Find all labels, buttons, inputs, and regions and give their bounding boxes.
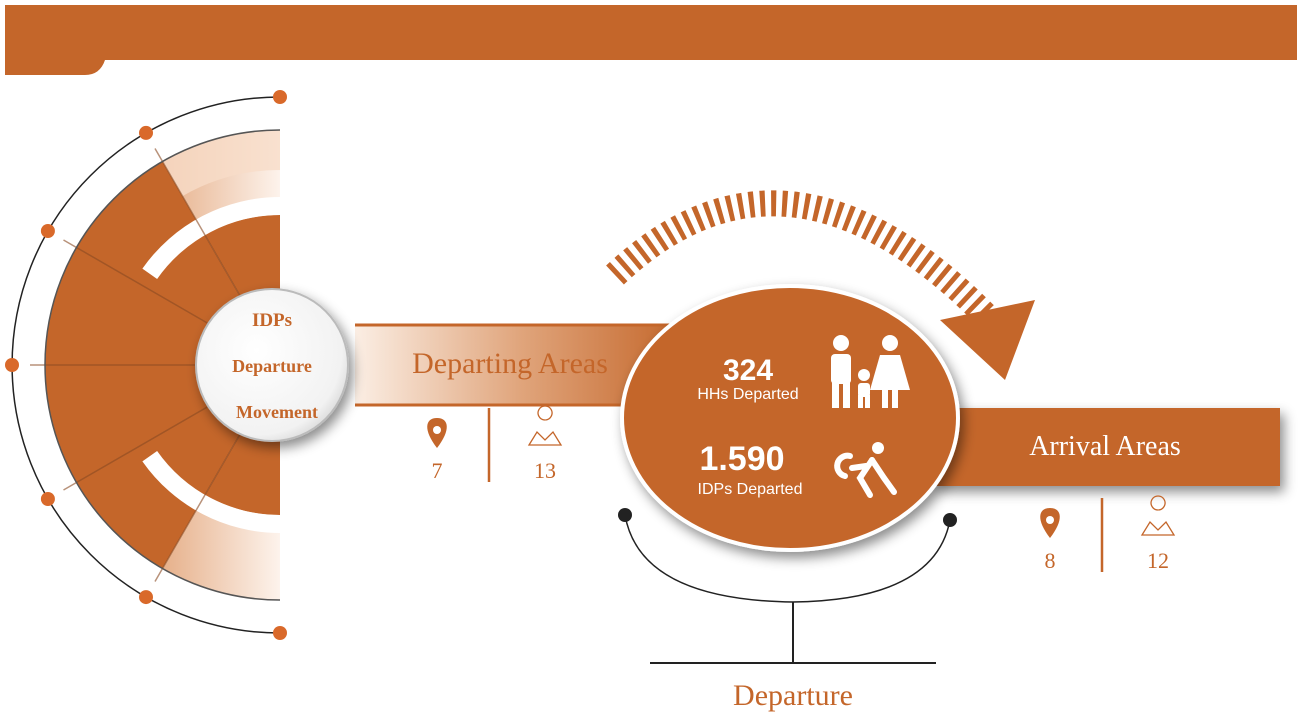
center-disc xyxy=(195,288,349,442)
ring-dot xyxy=(139,125,153,140)
map-icon xyxy=(527,405,563,446)
location-count: 8 xyxy=(1045,548,1056,573)
ring-dot xyxy=(273,90,287,104)
walk-icon xyxy=(834,442,897,498)
stat-value: 324 xyxy=(723,354,773,387)
center-title: IDPs xyxy=(252,310,292,331)
stat-label: HHs Departed xyxy=(697,386,798,403)
arrival-pins: 8 12 xyxy=(1040,495,1176,573)
arrow-arc xyxy=(606,190,1005,334)
stats-ellipse xyxy=(620,284,960,552)
area-count: 13 xyxy=(534,458,556,483)
arrival-band xyxy=(935,408,1280,486)
fan-ring xyxy=(142,451,280,533)
stat-label: IDPs Departed xyxy=(698,481,803,498)
arrow-head xyxy=(940,300,1035,380)
center-title: Movement xyxy=(236,402,318,422)
arrival-label: Arrival Areas xyxy=(1029,431,1181,462)
family-icon xyxy=(831,335,910,408)
location-pin-hole xyxy=(433,426,441,434)
center-title: Departure xyxy=(232,356,312,376)
header-bar xyxy=(5,5,1297,75)
ring-dot xyxy=(40,492,55,506)
ring-dot xyxy=(139,590,153,605)
fan-ring xyxy=(162,130,280,197)
departing-label: Departing Areas xyxy=(412,347,608,380)
footer-label: Departure xyxy=(733,679,853,712)
location-count: 7 xyxy=(432,458,443,483)
ring-dot xyxy=(273,626,287,640)
pins: 7 13 xyxy=(427,405,563,483)
ring-dot xyxy=(40,224,55,238)
bracket-dot xyxy=(618,508,632,522)
location-pin-hole xyxy=(1046,516,1054,524)
area-count: 12 xyxy=(1147,548,1169,573)
fan-ring xyxy=(142,197,280,279)
bracket-dot xyxy=(943,513,957,527)
fan-outline xyxy=(44,129,281,601)
map-icon xyxy=(1140,495,1176,536)
stat-value: 1.590 xyxy=(699,440,784,478)
ring-dot xyxy=(5,358,19,372)
